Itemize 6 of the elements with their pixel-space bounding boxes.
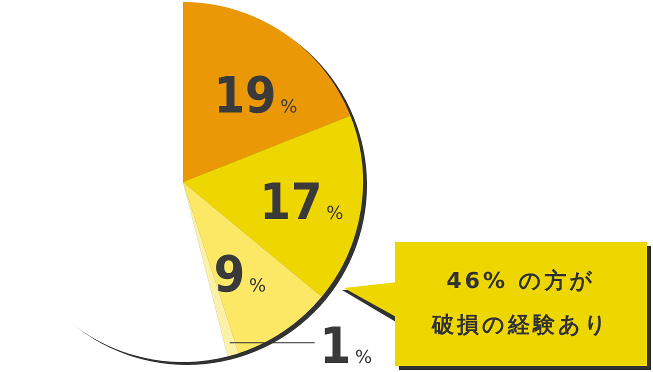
data-label: 17% — [260, 172, 344, 231]
data-label: 1% — [320, 316, 372, 372]
text: 46% の方が — [446, 268, 596, 296]
text: 破損の経験あり — [432, 312, 610, 340]
data-label: 19% — [214, 66, 298, 125]
data-label: 9% — [214, 245, 266, 304]
